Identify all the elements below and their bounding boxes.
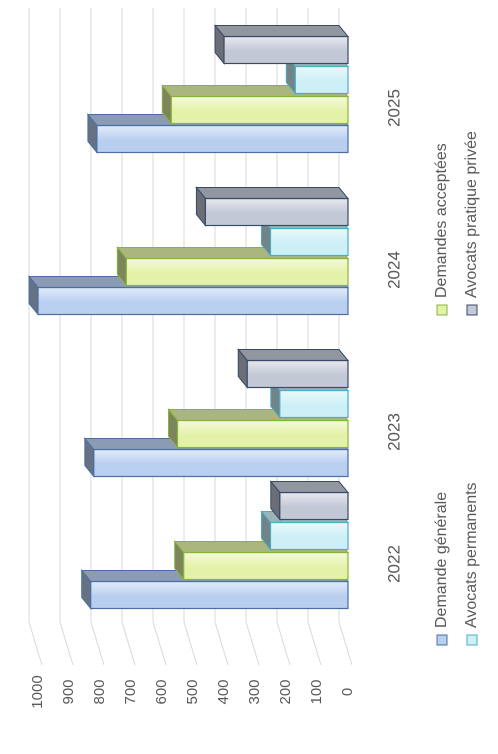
x-tick-label: 2023 <box>384 413 403 451</box>
bar-highlight <box>97 126 348 140</box>
bar-highlight <box>280 493 347 507</box>
grid-line <box>183 621 198 666</box>
grid-line <box>90 621 105 666</box>
bar-highlight <box>280 391 347 405</box>
y-tick-label: 100 <box>308 679 325 704</box>
y-tick-label: 400 <box>215 679 232 704</box>
x-tick-label: 2025 <box>384 89 403 127</box>
y-tick-label: 500 <box>184 679 201 704</box>
x-tick-label: 2022 <box>384 545 403 583</box>
bar-highlight <box>271 523 347 537</box>
legend-swatch <box>436 304 448 316</box>
grid-line <box>121 621 136 666</box>
grid-line <box>307 621 322 666</box>
y-tick-label: 300 <box>246 679 263 704</box>
legend-swatch <box>466 634 478 646</box>
grid-line <box>245 621 260 666</box>
legend-swatch <box>466 304 478 316</box>
y-tick-label: 200 <box>277 679 294 704</box>
y-tick-label: 0 <box>339 688 356 696</box>
bar-side <box>195 187 350 199</box>
grid-line <box>152 621 167 666</box>
bar-highlight <box>271 229 347 243</box>
bar-highlight <box>127 259 347 273</box>
bar-highlight <box>91 582 347 596</box>
grid-line <box>28 621 43 666</box>
bar-highlight <box>225 37 347 51</box>
y-tick-label: 900 <box>60 679 77 704</box>
y-tick-label: 600 <box>153 679 170 704</box>
bar-side <box>269 481 350 493</box>
bar-highlight <box>206 199 347 213</box>
bar-highlight <box>172 97 347 111</box>
grid-line <box>276 621 291 666</box>
y-tick-label: 800 <box>91 679 108 704</box>
legend-swatch <box>436 634 448 646</box>
grid-line <box>338 621 353 666</box>
bar-highlight <box>94 450 347 464</box>
bar-side <box>237 349 350 361</box>
legend-label: Avocats permanents <box>463 482 480 628</box>
legend-label: Avocats pratique privée <box>463 131 480 298</box>
bar-side <box>213 25 350 37</box>
bar-highlight <box>296 67 347 81</box>
legend-label: Demandes acceptées <box>433 143 450 298</box>
legend-label: Demande générale <box>433 492 450 628</box>
bar-highlight <box>39 288 347 302</box>
y-tick-label: 700 <box>122 679 139 704</box>
grid-line <box>59 621 74 666</box>
bar-highlight <box>178 421 347 435</box>
grid-line <box>214 621 229 666</box>
y-tick-label: 1000 <box>29 675 46 708</box>
bar-highlight <box>248 361 347 375</box>
bar-highlight <box>184 553 347 567</box>
x-tick-label: 2024 <box>384 251 403 289</box>
